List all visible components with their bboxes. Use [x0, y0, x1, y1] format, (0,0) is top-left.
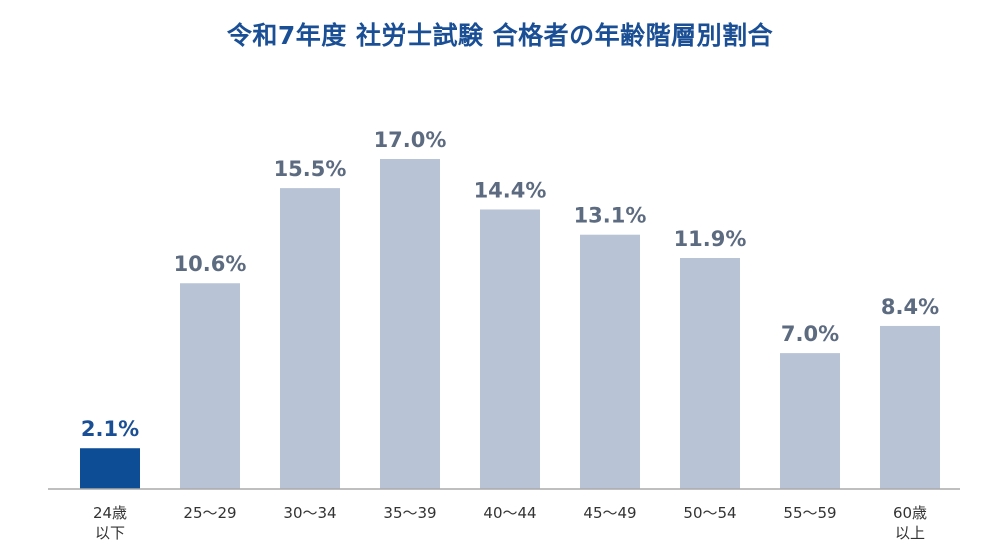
bar-2 — [280, 188, 340, 489]
tick-label-1: 25〜29 — [183, 504, 236, 522]
bar-8 — [880, 325, 940, 489]
value-label-7: 7.0% — [781, 322, 839, 346]
tick-labels-group: 24歳以下 25〜29 30〜34 35〜39 40〜44 45〜49 50〜54 55〜59… — [93, 504, 927, 542]
value-label-4: 14.4% — [474, 178, 547, 202]
bar-4 — [480, 209, 540, 489]
bars-group — [80, 159, 940, 489]
tick-label-6: 50〜54 — [683, 504, 736, 522]
tick-label-5: 45〜49 — [583, 504, 636, 522]
value-labels-group: 2.1% 10.6% 15.5% 17.0% 14.4% 13.1% 11.9% 7.0% 8.… — [81, 128, 939, 441]
value-label-6: 11.9% — [674, 227, 747, 251]
value-label-2: 15.5% — [274, 157, 347, 181]
tick-label-8: 60歳以上 — [893, 504, 927, 542]
value-label-8: 8.4% — [881, 295, 939, 319]
bar-3 — [380, 159, 440, 489]
bar-5 — [580, 234, 640, 489]
value-label-3: 17.0% — [374, 128, 447, 152]
value-label-5: 13.1% — [574, 204, 647, 228]
bar-1 — [180, 283, 240, 489]
bar-7 — [780, 353, 840, 489]
bar-0 — [80, 448, 140, 489]
chart-title: 令和7年度 社労士試験 合格者の年齢階層別割合 — [226, 21, 774, 50]
tick-label-0: 24歳以下 — [93, 504, 127, 542]
value-label-0: 2.1% — [81, 417, 139, 441]
tick-label-3: 35〜39 — [383, 504, 436, 522]
tick-label-4: 40〜44 — [483, 504, 536, 522]
bar-6 — [680, 258, 740, 489]
tick-label-7: 55〜59 — [783, 504, 836, 522]
tick-label-2: 30〜34 — [283, 504, 336, 522]
value-label-1: 10.6% — [174, 252, 247, 276]
